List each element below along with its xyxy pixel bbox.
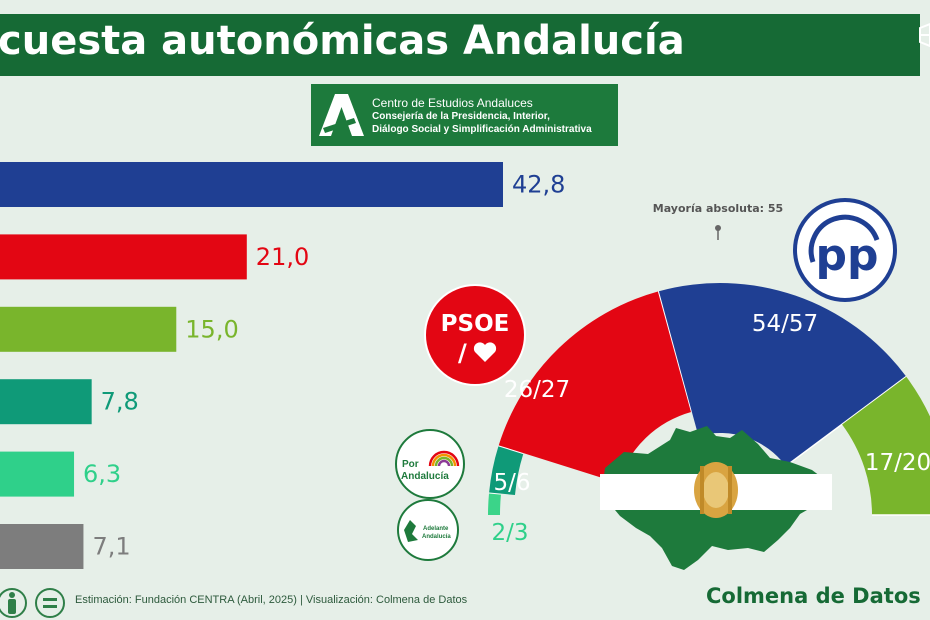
centra-logo-icon [319,94,364,136]
seat-label-1: 5/6 [493,470,530,496]
adelante-andalucia-logo: Adelante Andalucía [397,499,459,561]
seat-label-0: 2/3 [491,520,528,546]
andalucia-map [600,426,832,570]
pp-logo: pp [793,198,897,302]
psoe-logo-text: PSOE [441,311,510,337]
logo-line-3: Diálogo Social y Simplificación Administ… [372,124,592,135]
arc-separator-0 [488,492,502,495]
hexagon-logo-icon [919,22,930,48]
seat-arc-1 [489,445,524,496]
majority-label: Mayoría absoluta: 55 [653,202,783,215]
rainbow-arc-0 [428,450,460,467]
majority-dot [715,225,721,231]
pp-logo-text: pp [816,230,879,281]
seat-arc-3 [658,282,906,466]
bar-5 [0,524,84,569]
seat-label-3: 54/57 [752,311,818,337]
bar-value-label-4: 6,3 [83,460,121,488]
seat-label-4: 17/20 [865,450,930,476]
adelante-line1: Adelante [423,526,449,532]
bar-value-label-3: 7,8 [101,388,139,416]
psoe-slash: / [458,339,467,367]
rainbow-arc-1 [431,453,457,467]
bar-value-label-5: 7,1 [92,533,130,561]
page-title: cuesta autonómicas Andalucía [0,18,685,64]
leaf-icon [404,520,418,542]
adelante-line2: Andalucía [422,534,451,540]
rainbow-arc-2 [434,456,454,467]
seat-arc-4 [842,376,930,515]
logo-line-2: Consejería de la Presidencia, Interior, [372,111,550,122]
por-andalucia-line1: Por [402,459,419,470]
rainbow-arc-3 [437,459,451,467]
footer-source: Estimación: Fundación CENTRA (Abril, 202… [75,594,468,606]
por-andalucia-line2: Andalucía [401,471,449,482]
bar-value-label-1: 21,0 [256,243,309,271]
brand-name: Colmena de Datos [706,584,921,608]
bar-1 [0,234,247,280]
equals-icon [35,588,65,618]
coat-of-arms-inner [703,472,729,508]
person-icon [0,588,27,618]
arc-separator-3 [785,375,907,467]
bar-0 [0,162,503,207]
seat-label-2: 26/27 [504,377,570,403]
coat-pillar-right [728,466,732,514]
coat-pillar-left [700,466,704,514]
bar-value-label-2: 15,0 [185,315,238,343]
adelante-circle [397,499,459,561]
psoe-logo: PSOE/ [424,284,526,386]
bar-value-label-0: 42,8 [512,171,565,199]
logo-line-1: Centro de Estudios Andaluces [372,96,533,110]
title-bar [0,14,920,76]
bar-4 [0,451,75,497]
seat-arc-0 [488,493,501,515]
heart-icon [473,342,497,362]
bar-2 [0,306,177,352]
arc-separator-1 [498,444,524,455]
footer-icons [0,588,65,618]
bar-3 [0,379,92,425]
pp-logo-swoosh [808,214,880,263]
psoe-logo-circle [424,284,526,386]
seat-arc-2 [498,291,692,483]
arc-separator-2 [657,291,693,413]
